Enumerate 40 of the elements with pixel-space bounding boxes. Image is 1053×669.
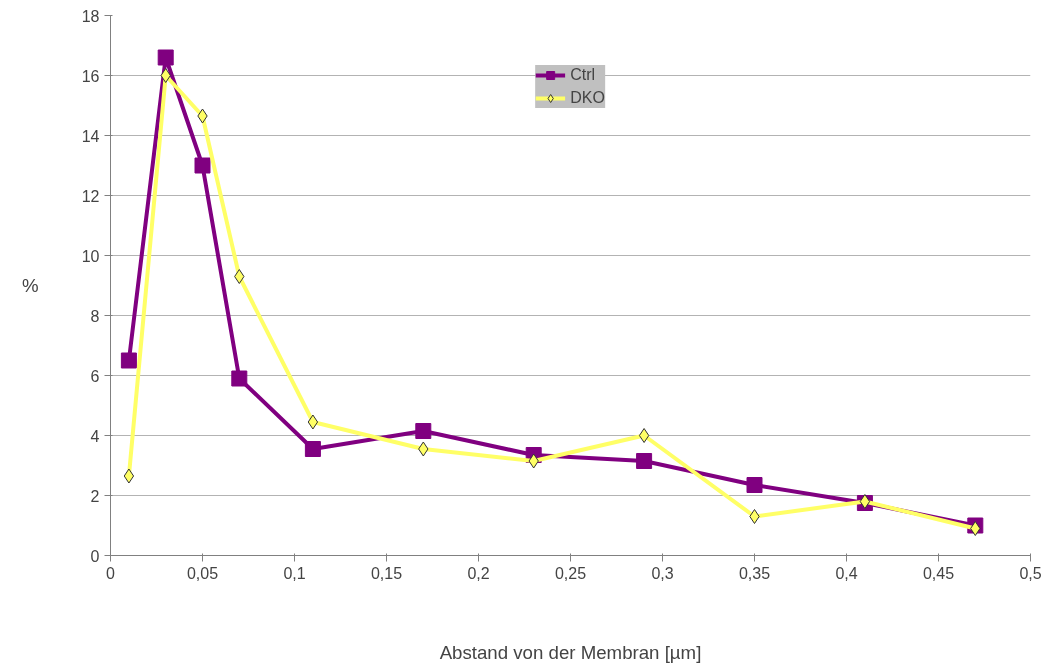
x-tick-label: 0,3 xyxy=(651,564,674,582)
y-tick-label: 6 xyxy=(90,367,100,385)
y-tick-label: 16 xyxy=(81,67,100,85)
x-tick-label: 0 xyxy=(106,564,116,582)
point xyxy=(234,269,245,284)
point xyxy=(120,352,137,369)
point xyxy=(160,68,171,83)
x-tick-label: 0,25 xyxy=(554,564,587,582)
point xyxy=(746,477,763,493)
point xyxy=(304,441,321,457)
y-tick-label: 18 xyxy=(81,7,100,25)
y-axis-title: % xyxy=(22,275,39,296)
point xyxy=(307,414,319,430)
point xyxy=(415,423,432,439)
y-tick-label: 0 xyxy=(90,547,100,565)
point xyxy=(194,157,211,174)
x-tick-label: 0,2 xyxy=(467,564,490,582)
y-tick-label: 4 xyxy=(90,427,100,445)
point xyxy=(157,49,174,66)
point xyxy=(638,428,650,443)
y-tick-label: 14 xyxy=(81,127,100,145)
x-tick-label: 0,4 xyxy=(835,564,858,582)
y-tick-label: 10 xyxy=(81,247,100,265)
y-tick-label: 2 xyxy=(90,487,100,505)
legend-label: Ctrl xyxy=(570,66,596,84)
x-tick-label: 0,1 xyxy=(283,564,306,582)
point xyxy=(749,509,760,524)
x-axis-title: Abstand von der Membran [µm] xyxy=(439,641,702,663)
point xyxy=(123,468,135,484)
point xyxy=(636,453,653,469)
x-tick-label: 0,5 xyxy=(1019,564,1042,582)
x-tick-label: 0,05 xyxy=(186,564,219,582)
x-tick-label: 0,15 xyxy=(370,564,403,582)
point xyxy=(970,521,981,536)
x-tick-label: 0,35 xyxy=(738,564,771,582)
x-tick-label: 0,45 xyxy=(922,564,955,582)
legend-label: DKO xyxy=(570,89,605,107)
y-tick-label: 12 xyxy=(81,187,100,205)
point xyxy=(231,370,248,387)
y-tick-label: 8 xyxy=(90,307,100,325)
